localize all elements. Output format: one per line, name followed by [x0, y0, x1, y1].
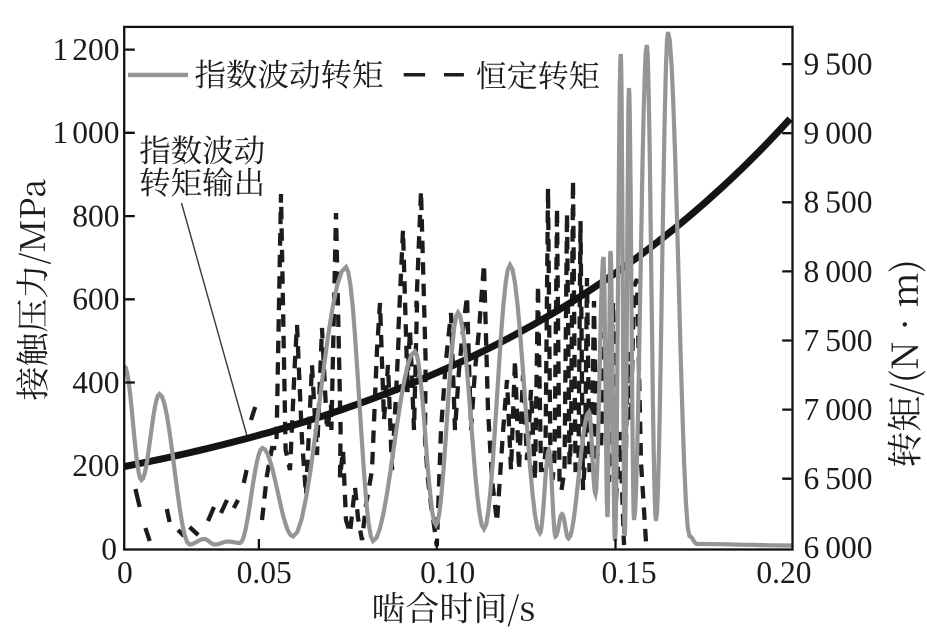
svg-text:600: 600: [72, 282, 119, 317]
svg-text:800: 800: [72, 199, 119, 234]
svg-text:0: 0: [101, 531, 117, 566]
svg-text:200: 200: [72, 448, 119, 483]
svg-text:400: 400: [72, 365, 119, 400]
svg-text:0.15: 0.15: [602, 555, 657, 590]
svg-text:0: 0: [117, 555, 133, 590]
svg-text:0.10: 0.10: [420, 555, 475, 590]
svg-text:0.05: 0.05: [237, 555, 292, 590]
svg-text:0.20: 0.20: [756, 555, 811, 590]
